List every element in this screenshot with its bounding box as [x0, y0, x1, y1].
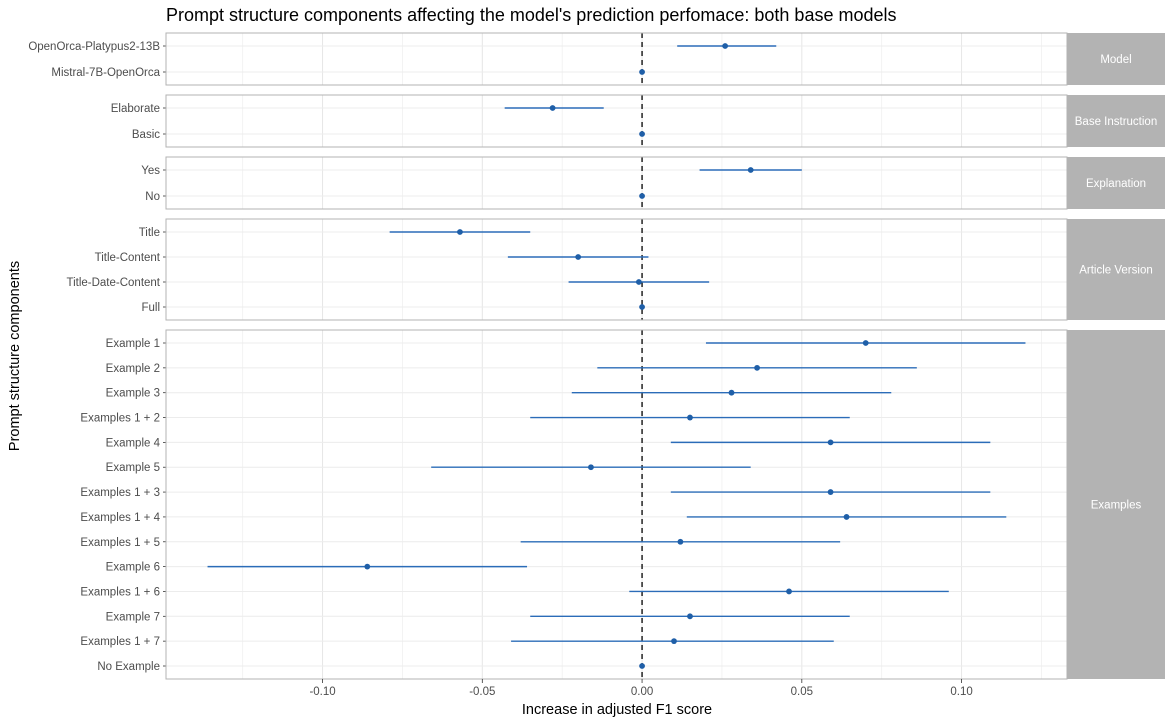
facet-strip-label: Examples	[1091, 500, 1142, 512]
y-tick-label: OpenOrca-Platypus2-13B	[28, 41, 160, 53]
facet-strip	[1067, 33, 1165, 85]
panel-model: OpenOrca-Platypus2-13B Mistral-7B-OpenOrc…	[28, 32, 1165, 86]
chart-title: Prompt structure components affecting th…	[166, 5, 897, 25]
point-basic	[639, 131, 645, 137]
facet-strip	[1067, 157, 1165, 209]
point-title-date-content	[635, 279, 642, 285]
point-examples-1-7	[671, 638, 677, 645]
panel-article-version: Title Title-Content Title-Date-Content Full…	[66, 218, 1165, 321]
x-tick-label: 0.05	[791, 686, 813, 698]
panel-border	[165, 218, 1068, 321]
y-tick-label: Example 7	[106, 611, 160, 623]
y-tick-label: Yes	[141, 165, 160, 177]
facet-strip-label: Explanation	[1086, 178, 1146, 190]
point-example-7	[687, 613, 693, 620]
facet-strip	[1067, 330, 1165, 679]
panel-examples: Example 1 Example 2 Example 3 Examples 1 + …	[80, 329, 1165, 680]
point-elaborate	[549, 105, 556, 111]
panel-base-instruction: Elaborate Basic Base Instruction	[111, 94, 1165, 148]
facet-strip-label: Model	[1100, 54, 1131, 66]
y-tick-label: Example 5	[106, 462, 160, 474]
point-title	[457, 229, 463, 235]
point-examples-1-3	[827, 489, 834, 495]
y-tick-label: Examples 1 + 3	[80, 487, 160, 499]
y-tick-label: Examples 1 + 5	[80, 537, 160, 549]
y-tick-label: Example 1	[106, 338, 160, 350]
y-tick-label: Elaborate	[111, 103, 160, 115]
point-yes	[747, 167, 754, 173]
y-tick-label: Examples 1 + 4	[80, 512, 160, 524]
point-example-3	[728, 389, 735, 396]
y-tick-label: Example 6	[106, 562, 160, 574]
point-full	[639, 304, 645, 310]
y-tick-label: Title-Date-Content	[66, 277, 160, 289]
y-tick-label: Basic	[132, 129, 160, 141]
y-axis-title: Prompt structure components	[7, 261, 23, 451]
point-examples-1-4	[843, 514, 850, 520]
point-example-5	[588, 464, 594, 471]
y-tick-label: Examples 1 + 6	[80, 586, 160, 598]
x-axis-title: Increase in adjusted F1 score	[522, 702, 712, 718]
x-tick-label: -0.10	[309, 686, 335, 698]
point-title-content	[575, 254, 582, 260]
y-tick-label: Examples 1 + 7	[80, 636, 160, 648]
panel-border	[165, 32, 1068, 86]
y-tick-label: Example 2	[106, 363, 160, 375]
facet-strip-label: Article Version	[1079, 265, 1153, 277]
facet-strip	[1067, 219, 1165, 320]
y-tick-label: Examples 1 + 2	[80, 413, 160, 425]
y-tick-label: No Example	[97, 661, 160, 673]
x-tick-label: 0.10	[950, 686, 972, 698]
point-example-2	[754, 364, 760, 371]
y-tick-label: No	[145, 191, 160, 203]
y-tick-label: Title	[139, 227, 160, 239]
point-examples-1-6	[786, 588, 792, 595]
panel-border	[165, 94, 1068, 148]
y-tick-label: Example 3	[106, 388, 160, 400]
facet-strip	[1067, 95, 1165, 147]
y-tick-label: Full	[141, 302, 160, 314]
point-no	[639, 193, 645, 199]
point-example-6	[364, 563, 371, 570]
panel-border	[165, 156, 1068, 210]
point-mistral-7b-openorca	[639, 69, 645, 75]
facet-strip-label: Base Instruction	[1075, 116, 1157, 128]
panel-explanation: Yes No Explanation	[141, 156, 1165, 210]
point-openorca-platypus2-13b	[722, 43, 729, 49]
y-tick-label: Mistral-7B-OpenOrca	[51, 67, 160, 79]
point-no-example	[639, 663, 645, 669]
y-tick-label: Example 4	[106, 437, 161, 449]
point-examples-1-5	[677, 538, 684, 545]
panel-border	[165, 329, 1068, 680]
point-example-1	[862, 340, 869, 346]
x-tick-label: -0.05	[469, 686, 495, 698]
point-examples-1-2	[687, 414, 693, 421]
x-tick-label: 0.00	[631, 686, 653, 698]
point-example-4	[827, 439, 834, 446]
y-tick-label: Title-Content	[95, 252, 161, 264]
